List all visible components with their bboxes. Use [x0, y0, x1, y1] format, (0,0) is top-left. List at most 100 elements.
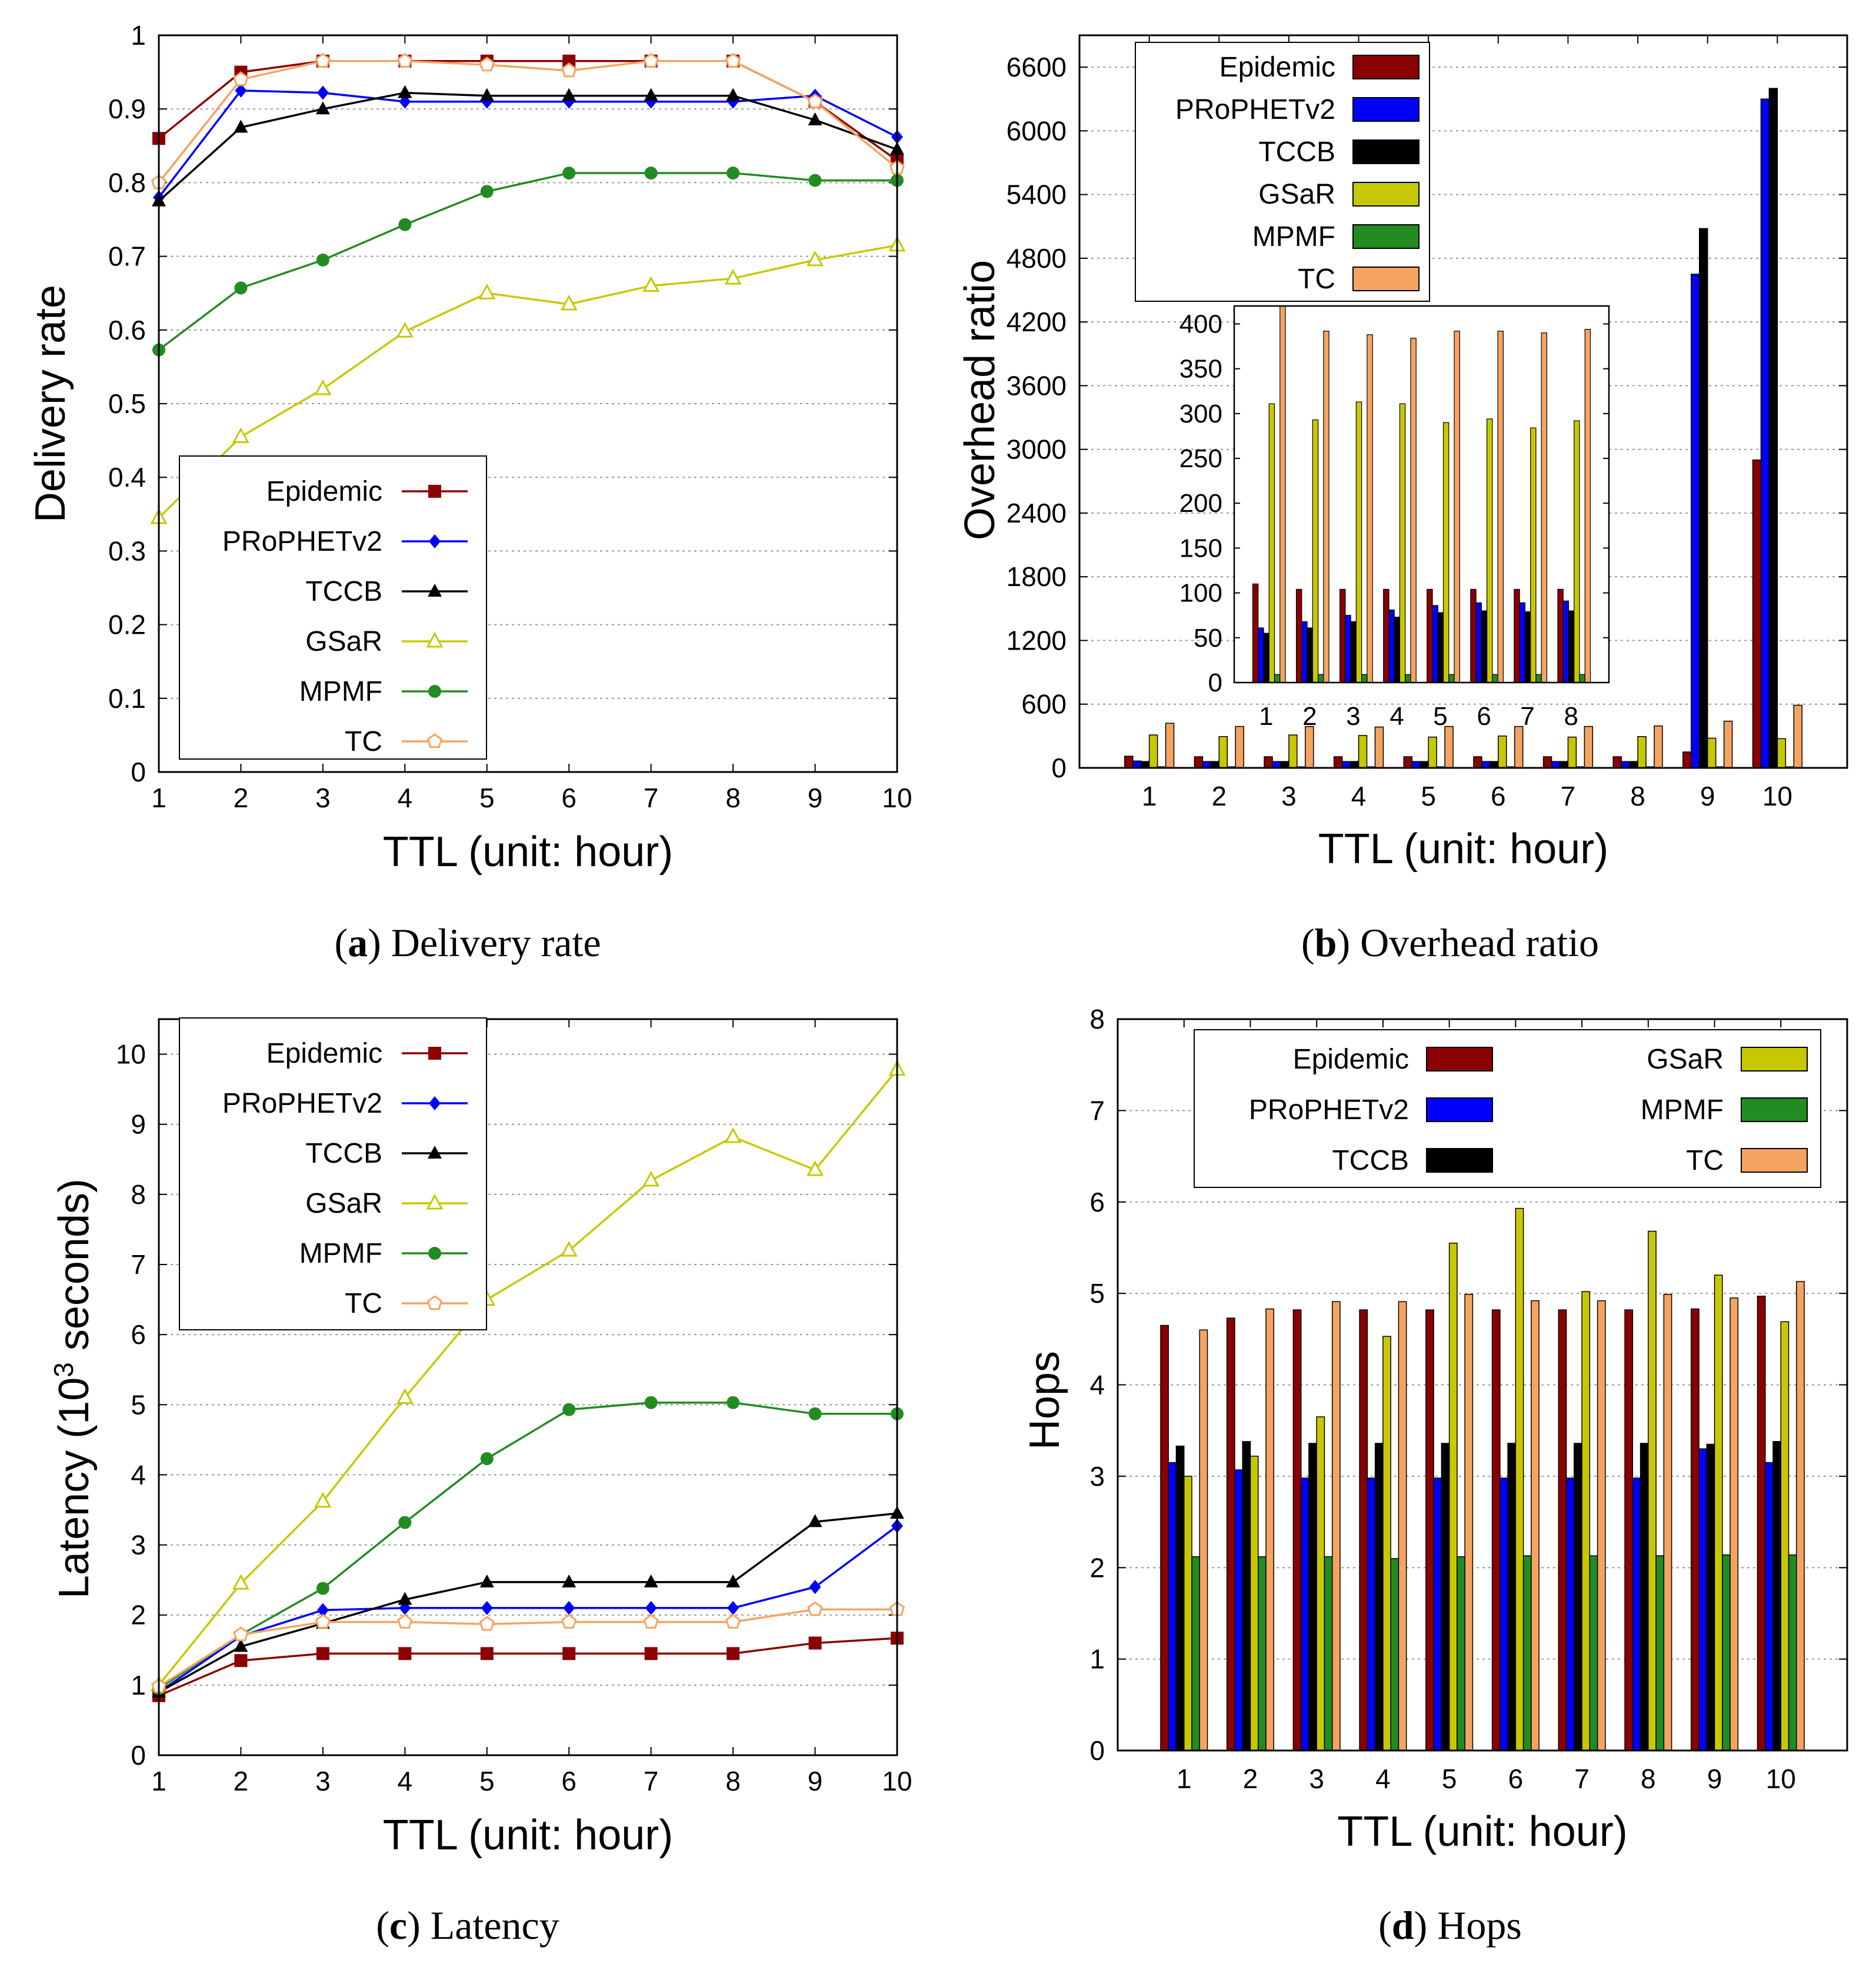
bar-epidemic: [1292, 1309, 1302, 1751]
data-point-prophetv2: [235, 83, 247, 98]
data-point-epidemic: [562, 54, 576, 68]
bar-epidemic: [1612, 756, 1622, 768]
inset-x-tick-label: 1: [1259, 702, 1273, 731]
legend-marker: [428, 1247, 441, 1260]
inset-x-tick-label: 2: [1302, 702, 1317, 731]
bar-tccb: [1242, 1441, 1251, 1751]
caption-paren: ): [407, 1903, 431, 1948]
inset-bar-prophetv2: [1301, 621, 1308, 683]
inset-bar-mpmf: [1448, 674, 1455, 683]
series-line-prophetv2: [158, 1525, 898, 1693]
y-axis-label: Delivery rate: [27, 285, 74, 523]
data-point-prophetv2: [316, 1603, 329, 1618]
bar-mpmf: [1788, 1554, 1797, 1751]
data-point-tccb: [315, 101, 330, 115]
x-tick-label: 10: [1766, 1763, 1796, 1794]
chart-a: 0 0.1 0.2 0.3 0.4 0.5 0.6 0.7 0.8 0.9 1 1 2 3 4 5 6 7 8 9 10…: [27, 20, 912, 965]
legend-swatch: [1352, 97, 1420, 122]
y-tick-label: 0.2: [108, 610, 146, 640]
inset-bar-tc: [1410, 338, 1417, 683]
data-point-mpmf: [316, 253, 329, 267]
y-tick-label: 3600: [1007, 370, 1067, 401]
figure-caption: (b) Overhead ratio: [1301, 920, 1599, 965]
series-line-tc: [158, 60, 898, 184]
bar-prophetv2: [1300, 1477, 1309, 1751]
x-axis-label: TTL (unit: hour): [383, 1812, 674, 1859]
data-point-gsar: [478, 284, 496, 300]
inset-bar-gsar: [1574, 420, 1580, 683]
y-tick-label: 1: [131, 20, 146, 51]
bar-gsar: [1428, 736, 1437, 768]
y-tick-label: 0: [131, 757, 146, 787]
inset-bar-prophetv2: [1432, 605, 1438, 683]
inset-bar-epidemic: [1427, 588, 1433, 683]
bar-epidemic: [1333, 756, 1343, 768]
bar-mpmf: [1390, 1558, 1399, 1751]
bar-tc: [1265, 1308, 1274, 1751]
bar-mpmf: [1324, 1556, 1333, 1751]
data-point-tccb: [726, 88, 741, 101]
caption-paren: ): [1337, 920, 1360, 965]
data-point-tccb: [644, 88, 658, 101]
bar-tc: [1331, 1301, 1341, 1751]
inset-x-tick-label: 8: [1564, 702, 1578, 731]
y-tick-label: 7: [131, 1249, 146, 1280]
x-tick-label: 10: [882, 1766, 912, 1796]
plot-frame: [1117, 1018, 1848, 1752]
bar-tc: [1531, 1300, 1540, 1751]
bar-tc: [1796, 1281, 1805, 1751]
legend-label: MPMF: [1252, 221, 1335, 252]
bar-prophetv2: [1132, 760, 1142, 768]
data-point-tc: [233, 1626, 249, 1642]
bar-tccb: [1308, 1443, 1317, 1751]
bar-tccb: [1706, 1443, 1715, 1751]
x-tick-label: 9: [808, 1766, 823, 1796]
x-tick-label: 2: [234, 783, 249, 813]
y-tick-label: 0.6: [108, 315, 146, 345]
data-point-tccb: [644, 1574, 658, 1588]
bar-gsar: [1637, 736, 1647, 768]
inset-background: [1234, 306, 1609, 683]
legend-box: [1194, 1029, 1821, 1188]
bar-prophetv2: [1565, 1477, 1575, 1751]
data-point-epidemic: [316, 1647, 329, 1660]
y-axis-label: Latency (103 seconds): [48, 1179, 98, 1599]
data-point-prophetv2: [645, 1600, 657, 1615]
data-point-epidemic: [727, 1647, 740, 1660]
legend-marker: [428, 685, 441, 698]
y-axis-label: Overhead ratio: [957, 260, 1004, 540]
x-tick-label: 6: [561, 1766, 577, 1796]
x-tick-label: 1: [1142, 781, 1157, 811]
bar-tccb: [1772, 1441, 1782, 1751]
inset-y-tick-label: 200: [1179, 489, 1222, 518]
y-tick-label: 0.3: [108, 535, 146, 566]
y-tick-label: 0: [131, 1740, 146, 1771]
bar-prophetv2: [1500, 1477, 1508, 1751]
series-line-gsar: [158, 244, 898, 519]
series-line-tccb: [158, 91, 898, 202]
caption-letter: d: [1392, 1903, 1414, 1948]
caption-letter: a: [348, 920, 368, 965]
bar-gsar: [1714, 1274, 1723, 1751]
data-point-gsar: [642, 276, 660, 292]
bar-prophetv2: [1341, 761, 1351, 768]
bar-gsar: [1382, 1336, 1391, 1751]
bar-epidemic: [1691, 1308, 1700, 1751]
y-tick-label: 0.7: [108, 241, 146, 272]
bar-tccb: [1507, 1443, 1517, 1751]
data-point-mpmf: [808, 174, 822, 187]
inset-bar-mpmf: [1317, 674, 1324, 683]
inset-x-tick-label: 5: [1433, 702, 1447, 731]
bar-gsar: [1358, 735, 1368, 768]
legend-marker: [426, 1193, 444, 1210]
legend-swatch: [1352, 224, 1420, 249]
bar-tccb: [1699, 228, 1708, 768]
data-point-mpmf: [644, 167, 658, 180]
bar-prophetv2: [1691, 274, 1700, 768]
bar-gsar: [1498, 736, 1507, 768]
bar-tccb: [1280, 761, 1289, 768]
bar-gsar: [1707, 737, 1717, 768]
bar-prophetv2: [1632, 1477, 1641, 1751]
data-point-gsar: [232, 1573, 249, 1590]
data-point-tccb: [479, 88, 494, 101]
